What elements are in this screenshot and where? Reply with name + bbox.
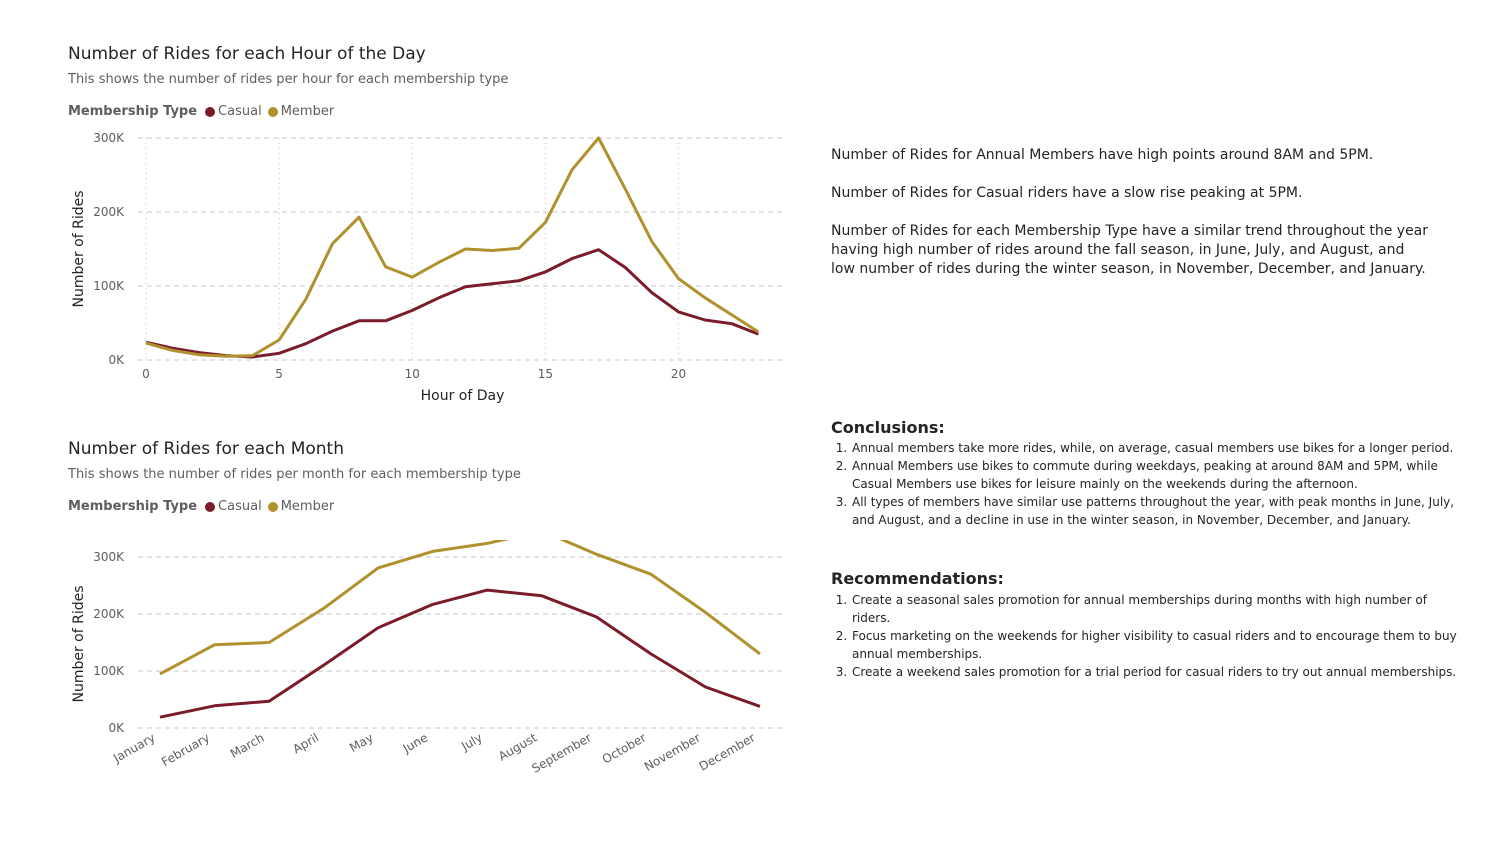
hourly-chart-subtitle: This shows the number of rides per hour … (68, 72, 509, 87)
legend-item-casual[interactable]: Casual (205, 104, 262, 119)
list-item: Annual Members use bikes to commute duri… (851, 457, 1461, 493)
monthly-chart-subtitle: This shows the number of rides per month… (68, 467, 521, 482)
y-axis-title: Number of Rides (71, 190, 87, 307)
hourly-chart: 0K 100K 200K 300K 0 5 10 15 20 Hour of Day Number … (71, 131, 785, 404)
y-tick-label: 200K (93, 205, 125, 219)
x-tick-label: April (290, 730, 321, 756)
y-axis-title: Number of Rides (71, 585, 87, 702)
hourly-chart-title: Number of Rides for each Hour of the Day (68, 44, 426, 64)
monthly-chart: 0K 100K 200K 300K January February March April M… (71, 540, 785, 776)
y-tick-label: 300K (93, 131, 125, 145)
insight-paragraph: Number of Rides for Annual Members have … (831, 147, 1374, 163)
x-axis-title: Hour of Day (421, 388, 505, 404)
series-line-casual (145, 248, 759, 359)
insight-paragraph: Number of Rides for Casual riders have a… (831, 185, 1303, 201)
list-item: Create a seasonal sales promotion for an… (851, 591, 1461, 627)
x-tick-label: September (529, 730, 593, 775)
x-tick-label: July (458, 730, 485, 753)
recommendations-heading: Recommendations: (831, 569, 1004, 588)
legend-item-member[interactable]: Member (267, 499, 335, 514)
x-tick-label: November (642, 730, 703, 773)
y-tick-label: 200K (93, 607, 125, 621)
legend-member-marker (267, 106, 278, 117)
list-item: Create a weekend sales promotion for a t… (851, 663, 1461, 681)
legend-casual-marker (205, 106, 216, 117)
x-tick-label: 15 (538, 367, 553, 381)
x-tick-label: May (347, 730, 375, 755)
series-line-member (145, 136, 760, 358)
y-tick-label: 300K (93, 550, 125, 564)
x-tick-label: 0 (142, 367, 150, 381)
x-tick-label: 5 (275, 367, 283, 381)
monthly-legend: Membership Type Casual Member (68, 499, 340, 514)
legend-casual-label: Casual (218, 104, 262, 119)
legend-member-marker (267, 501, 278, 512)
x-tick-label: February (159, 730, 212, 769)
x-tick-label: August (496, 730, 540, 763)
legend-casual-label: Casual (218, 499, 262, 514)
list-item: Focus marketing on the weekends for high… (851, 627, 1461, 663)
x-tick-label: March (228, 730, 267, 760)
x-tick-label: 10 (405, 367, 420, 381)
x-tick-label: June (400, 730, 431, 756)
conclusions-heading: Conclusions: (831, 418, 945, 437)
x-tick-label: January (110, 730, 157, 765)
y-tick-label: 0K (108, 721, 125, 735)
legend-member-label: Member (280, 104, 335, 119)
legend-casual-marker (205, 501, 216, 512)
series-line-casual (159, 588, 761, 719)
insights-text: Number of Rides for Annual Members have … (831, 146, 1431, 298)
conclusions-list: Annual members take more rides, while, o… (831, 439, 1461, 529)
x-tick-label: December (697, 730, 758, 773)
legend-item-casual[interactable]: Casual (205, 499, 262, 514)
monthly-chart-title: Number of Rides for each Month (68, 439, 344, 459)
list-item: Annual members take more rides, while, o… (851, 439, 1461, 457)
list-item: All types of members have similar use pa… (851, 493, 1461, 529)
legend-title: Membership Type (68, 499, 198, 514)
legend-title: Membership Type (68, 104, 198, 119)
recommendations-list: Create a seasonal sales promotion for an… (831, 591, 1461, 681)
legend-item-member[interactable]: Member (267, 104, 335, 119)
y-tick-label: 0K (108, 353, 125, 367)
hourly-legend: Membership Type Casual Member (68, 104, 340, 119)
series-line-member (159, 540, 761, 676)
legend-member-label: Member (280, 499, 335, 514)
insight-paragraph: Number of Rides for each Membership Type… (831, 223, 1429, 277)
y-tick-label: 100K (93, 664, 125, 678)
x-tick-label: 20 (671, 367, 686, 381)
y-tick-label: 100K (93, 279, 125, 293)
